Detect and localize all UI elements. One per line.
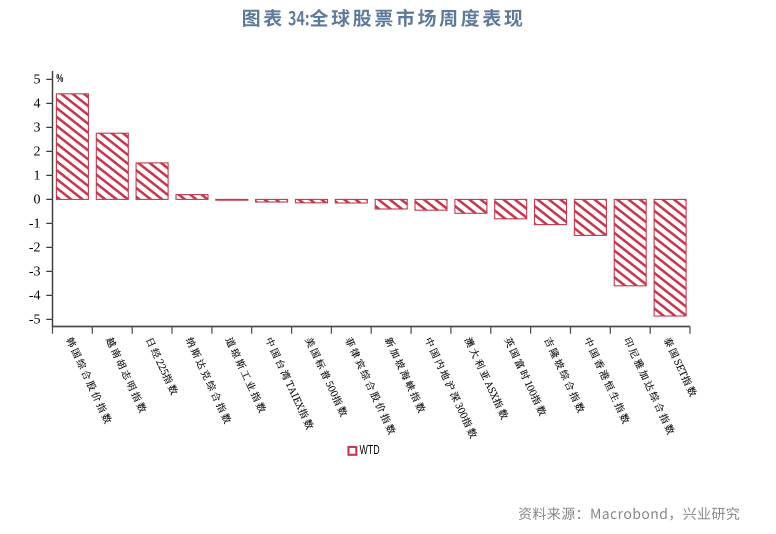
svg-text:4: 4 <box>34 97 41 112</box>
svg-text:2: 2 <box>34 145 41 160</box>
svg-text:-3: -3 <box>29 265 41 280</box>
svg-text:-5: -5 <box>29 313 41 328</box>
svg-text:WTD: WTD <box>360 442 380 457</box>
svg-text:1: 1 <box>34 169 41 184</box>
svg-text:5: 5 <box>34 73 41 88</box>
svg-text:-4: -4 <box>29 289 41 304</box>
svg-text:-2: -2 <box>29 241 41 256</box>
svg-text:-1: -1 <box>29 217 41 232</box>
svg-text:3: 3 <box>34 121 41 136</box>
svg-text:0: 0 <box>34 193 41 208</box>
